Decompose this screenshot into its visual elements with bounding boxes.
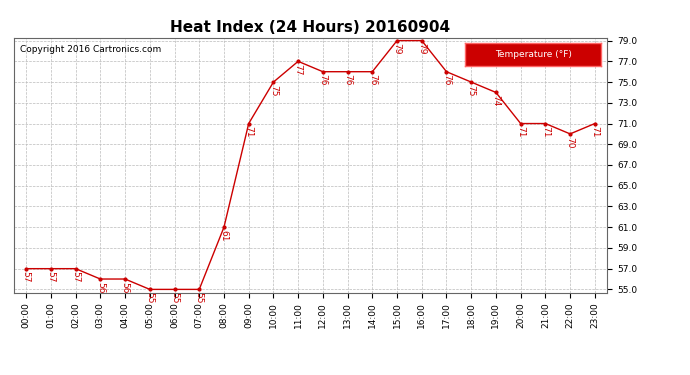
Text: 76: 76 xyxy=(343,75,352,86)
Text: 76: 76 xyxy=(318,75,327,86)
Text: 74: 74 xyxy=(491,95,500,106)
Text: 71: 71 xyxy=(516,126,525,138)
Text: 77: 77 xyxy=(294,64,303,76)
Text: 55: 55 xyxy=(195,292,204,304)
Text: 79: 79 xyxy=(417,44,426,55)
Text: 79: 79 xyxy=(393,44,402,55)
Text: 55: 55 xyxy=(146,292,155,304)
Text: 55: 55 xyxy=(170,292,179,304)
Text: 71: 71 xyxy=(591,126,600,138)
Text: 75: 75 xyxy=(269,85,278,96)
Text: 76: 76 xyxy=(368,75,377,86)
Text: 71: 71 xyxy=(244,126,253,138)
Text: 75: 75 xyxy=(466,85,475,96)
Text: 71: 71 xyxy=(541,126,550,138)
Title: Heat Index (24 Hours) 20160904: Heat Index (24 Hours) 20160904 xyxy=(170,20,451,35)
Text: 57: 57 xyxy=(46,272,55,283)
Text: Copyright 2016 Cartronics.com: Copyright 2016 Cartronics.com xyxy=(20,45,161,54)
Text: 61: 61 xyxy=(219,230,228,242)
Text: 56: 56 xyxy=(121,282,130,293)
Text: 57: 57 xyxy=(71,272,80,283)
Text: 57: 57 xyxy=(21,272,30,283)
Text: 70: 70 xyxy=(566,136,575,148)
Text: 56: 56 xyxy=(96,282,105,293)
Text: 76: 76 xyxy=(442,75,451,86)
